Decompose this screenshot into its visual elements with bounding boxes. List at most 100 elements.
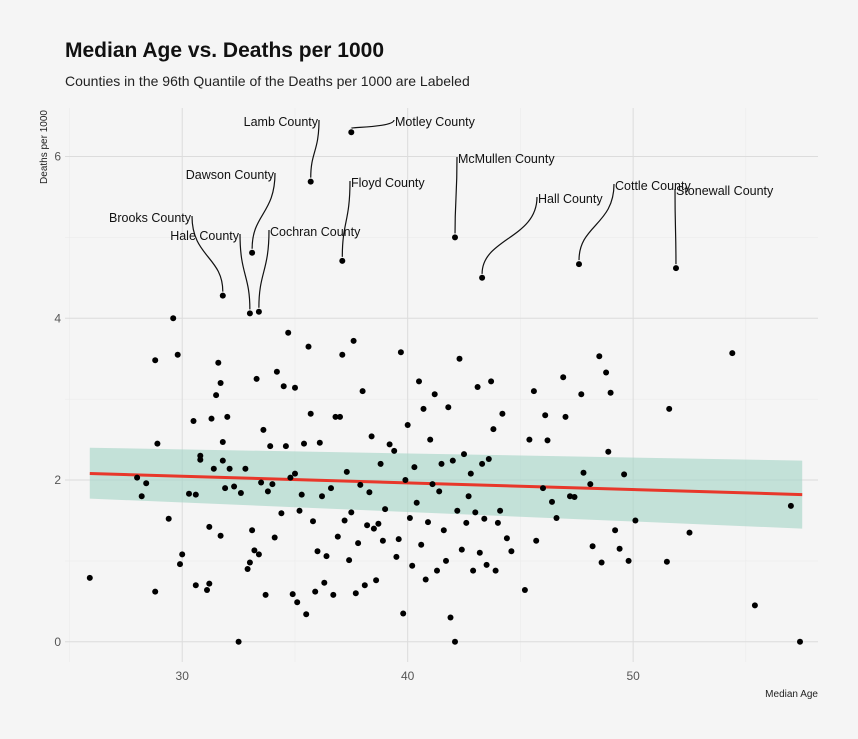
labeled-data-point: [673, 265, 679, 272]
confidence-band-area: [89, 447, 803, 529]
y-tick-label: 0: [54, 635, 61, 649]
data-point: [393, 553, 400, 560]
data-point: [332, 413, 339, 420]
data-point: [632, 517, 639, 524]
data-point: [411, 464, 418, 471]
point-label-text: Brooks County: [109, 211, 192, 225]
data-point: [346, 557, 353, 564]
data-point: [341, 517, 348, 524]
x-tick-label: 30: [176, 669, 190, 683]
data-point: [402, 477, 409, 483]
data-point: [607, 389, 614, 396]
data-point: [264, 488, 271, 495]
data-point: [280, 383, 287, 390]
data-point: [224, 413, 231, 420]
labeled-data-point: [339, 257, 346, 264]
data-point: [580, 469, 587, 476]
label-leader-line: [578, 183, 615, 261]
data-point: [625, 557, 632, 564]
data-point: [400, 610, 407, 617]
data-points: [86, 129, 803, 645]
data-point: [391, 447, 398, 454]
data-point: [560, 374, 567, 381]
data-point: [485, 456, 492, 462]
data-point: [503, 535, 510, 542]
point-label-text: Hall County: [538, 192, 603, 206]
y-tick-label: 2: [54, 473, 61, 487]
data-point: [447, 614, 454, 621]
chart-subtitle: Counties in the 96th Quantile of the Dea…: [65, 73, 470, 89]
label-leader-line: [454, 156, 458, 234]
data-point: [492, 567, 499, 574]
data-point: [413, 499, 420, 506]
data-point: [237, 490, 244, 496]
data-point: [440, 527, 447, 534]
data-point: [305, 343, 312, 350]
data-point: [470, 567, 477, 574]
data-point: [589, 543, 596, 550]
data-point: [461, 451, 467, 458]
data-point: [425, 519, 431, 526]
data-point: [526, 436, 533, 443]
x-tick-label: 40: [401, 669, 415, 683]
data-point: [301, 440, 307, 447]
data-point: [192, 582, 199, 589]
data-point: [379, 537, 386, 544]
data-point: [443, 557, 449, 564]
data-point: [292, 470, 298, 477]
data-point: [210, 465, 217, 472]
data-point: [339, 351, 346, 358]
labeled-data-point: [249, 249, 256, 256]
data-point: [330, 591, 337, 598]
data-point: [206, 523, 213, 530]
data-point: [454, 507, 461, 514]
data-point: [476, 549, 483, 556]
data-point: [314, 548, 321, 555]
data-point: [562, 413, 569, 420]
data-point: [86, 574, 93, 581]
labeled-data-point: [576, 261, 582, 268]
y-tick-label: 4: [54, 311, 61, 325]
data-point: [686, 529, 693, 536]
label-leader-line: [481, 196, 538, 274]
data-point: [499, 410, 506, 417]
data-point: [197, 456, 204, 463]
data-point: [251, 547, 258, 554]
y-tick-label: 6: [54, 150, 61, 164]
data-point: [375, 520, 382, 527]
labeled-data-point: [307, 178, 314, 185]
label-leader-line: [239, 233, 251, 310]
data-point: [260, 426, 267, 433]
data-point: [366, 489, 373, 496]
data-point: [350, 337, 357, 344]
data-point: [361, 582, 368, 589]
data-point: [255, 551, 262, 558]
data-point: [533, 537, 540, 544]
data-point: [219, 439, 226, 445]
point-label-text: Dawson County: [186, 168, 275, 182]
data-point: [488, 378, 495, 385]
data-point: [406, 515, 413, 521]
point-labels: Motley County Lamb County McMullen County F…: [109, 115, 774, 310]
data-point: [479, 460, 486, 467]
data-point: [267, 443, 274, 450]
data-point: [797, 638, 803, 645]
data-point: [373, 577, 380, 584]
data-point: [431, 391, 438, 398]
data-point: [729, 350, 736, 357]
y-axis-title: Deaths per 1000: [39, 110, 50, 184]
data-point: [578, 391, 585, 398]
data-point: [553, 515, 560, 521]
data-point: [429, 481, 436, 488]
data-point: [249, 527, 256, 534]
data-point: [483, 561, 490, 568]
data-point: [348, 509, 355, 516]
data-point: [404, 422, 411, 428]
labeled-data-point: [219, 292, 226, 299]
data-point: [273, 368, 280, 375]
labeled-data-point: [348, 129, 355, 136]
data-point: [427, 436, 434, 443]
data-point: [316, 439, 323, 446]
data-point: [192, 491, 199, 498]
